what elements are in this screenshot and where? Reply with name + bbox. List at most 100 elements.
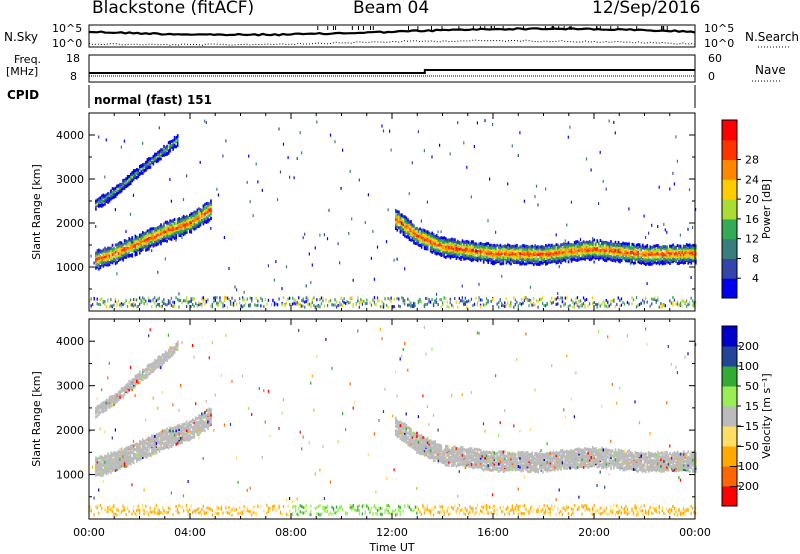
power-cell bbox=[681, 247, 683, 251]
power-cell bbox=[399, 219, 402, 223]
power-cell bbox=[657, 245, 659, 249]
power-cell bbox=[154, 235, 156, 239]
power-ground-scatter bbox=[435, 300, 438, 304]
power-cell bbox=[472, 253, 474, 257]
velocity-cell bbox=[120, 387, 123, 391]
power-cell bbox=[178, 229, 180, 233]
power-cell bbox=[426, 230, 429, 234]
power-ground-scatter bbox=[201, 304, 203, 308]
power-noise bbox=[511, 144, 513, 148]
power-cell bbox=[505, 261, 508, 265]
power-cell bbox=[101, 202, 103, 206]
velocity-cell bbox=[131, 459, 133, 462]
power-ground-scatter bbox=[498, 305, 500, 309]
power-ground-scatter bbox=[307, 296, 309, 300]
velocity-cell bbox=[132, 378, 135, 381]
power-cell bbox=[132, 249, 135, 253]
power-cell bbox=[428, 242, 430, 246]
power-cell bbox=[434, 238, 436, 242]
power-cell bbox=[532, 249, 535, 253]
power-cell bbox=[129, 182, 132, 185]
power-cell bbox=[463, 241, 465, 244]
power-ground-scatter bbox=[214, 298, 216, 302]
power-ground-scatter bbox=[99, 303, 101, 307]
power-noise bbox=[105, 138, 107, 142]
power-cell bbox=[457, 239, 459, 243]
power-cell bbox=[423, 247, 426, 251]
velocity-cell bbox=[123, 390, 126, 394]
power-cell bbox=[113, 257, 115, 260]
power-cell bbox=[605, 254, 608, 258]
power-cell bbox=[154, 229, 156, 233]
velocity-cell bbox=[108, 454, 111, 458]
power-cell bbox=[617, 258, 620, 262]
power-cell bbox=[151, 229, 153, 233]
power-ground-scatter bbox=[464, 302, 466, 306]
power-cell bbox=[492, 257, 494, 261]
velocity-cell bbox=[102, 410, 105, 414]
power-ground-scatter bbox=[251, 299, 253, 303]
power-cell bbox=[173, 143, 176, 147]
velocity-cell bbox=[98, 412, 100, 416]
power-cell bbox=[690, 254, 693, 258]
power-cell bbox=[576, 257, 579, 261]
power-cell bbox=[161, 151, 164, 155]
power-ground-scatter bbox=[585, 298, 588, 301]
power-ground-scatter bbox=[207, 298, 209, 302]
power-noise bbox=[390, 148, 392, 152]
power-cell bbox=[542, 257, 544, 261]
power-cell bbox=[560, 243, 562, 247]
power-cell bbox=[419, 243, 421, 247]
velocity-cell bbox=[132, 382, 135, 386]
power-noise bbox=[373, 277, 375, 281]
power-cell bbox=[113, 187, 115, 191]
power-cell bbox=[440, 236, 443, 240]
power-cell bbox=[582, 251, 585, 254]
power-cell bbox=[499, 250, 502, 254]
power-cell bbox=[396, 222, 399, 226]
power-cell bbox=[607, 241, 609, 245]
power-cell bbox=[445, 237, 447, 241]
power-cell bbox=[593, 247, 596, 251]
power-noise bbox=[645, 236, 647, 239]
power-cell bbox=[131, 172, 133, 176]
power-noise bbox=[648, 231, 650, 235]
velocity-cell bbox=[131, 446, 133, 450]
power-cell bbox=[592, 252, 594, 256]
power-cell bbox=[176, 220, 179, 224]
velocity-cell bbox=[102, 401, 105, 405]
velocity-cell bbox=[126, 390, 129, 394]
power-ground-scatter bbox=[107, 299, 109, 303]
velocity-cell bbox=[119, 447, 121, 451]
power-cell bbox=[669, 262, 671, 265]
power-ground-scatter bbox=[266, 302, 268, 306]
power-cell bbox=[202, 206, 205, 210]
power-cell bbox=[172, 226, 174, 230]
power-ground-scatter bbox=[231, 302, 233, 306]
power-cell bbox=[510, 256, 512, 260]
power-ground-scatter bbox=[339, 302, 341, 306]
power-cell bbox=[688, 246, 691, 249]
power-ground-scatter bbox=[264, 298, 266, 302]
power-cell bbox=[501, 258, 503, 262]
power-cell bbox=[107, 247, 109, 251]
power-noise bbox=[473, 145, 475, 148]
power-cell bbox=[108, 192, 111, 196]
velocity-cell bbox=[131, 382, 133, 386]
power-noise bbox=[222, 154, 224, 158]
power-cell bbox=[501, 245, 503, 249]
power-ground-scatter bbox=[575, 297, 577, 301]
velocity-cell bbox=[123, 447, 126, 451]
power-cell bbox=[99, 264, 102, 268]
power-ground-scatter bbox=[257, 303, 259, 307]
power-cell bbox=[166, 233, 168, 237]
power-cell bbox=[602, 241, 605, 245]
velocity-noise bbox=[104, 430, 106, 434]
power-ground-scatter bbox=[426, 297, 429, 300]
power-ground-scatter bbox=[632, 298, 635, 302]
power-ground-scatter bbox=[122, 303, 124, 307]
power-ground-scatter bbox=[316, 304, 318, 308]
power-cell bbox=[128, 241, 130, 245]
power-cell bbox=[687, 254, 689, 258]
power-cell bbox=[128, 249, 130, 253]
